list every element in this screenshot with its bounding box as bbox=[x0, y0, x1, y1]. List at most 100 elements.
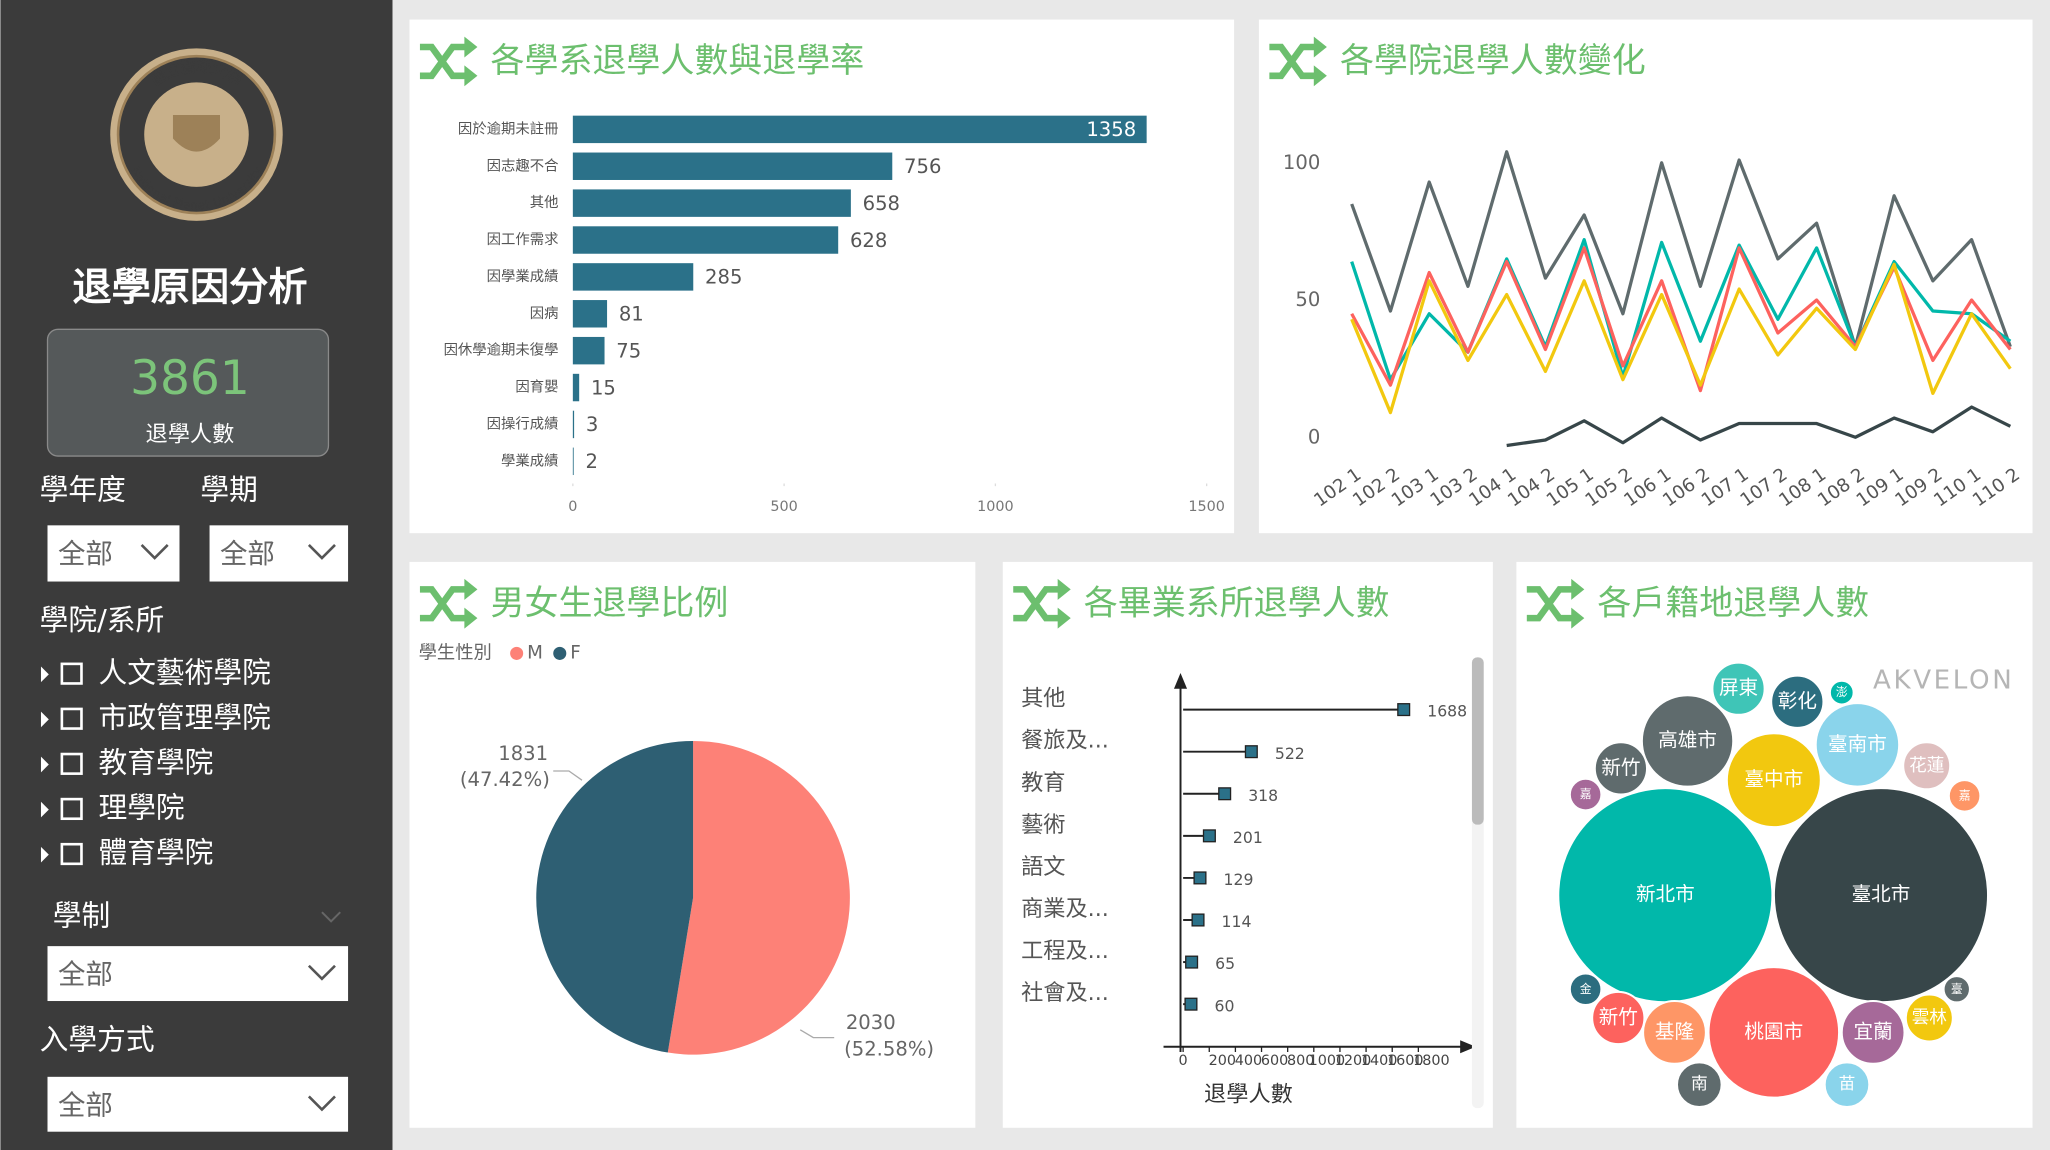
x-tick-label: 600 bbox=[1261, 1053, 1288, 1069]
axis-arrow bbox=[1460, 1040, 1476, 1054]
x-tick-label: 1200 bbox=[1335, 1053, 1372, 1069]
value-label-line: (52.58%) bbox=[844, 1037, 934, 1060]
value-label: 285 bbox=[705, 266, 742, 289]
collapse-chevron[interactable] bbox=[321, 911, 341, 923]
category-label: 教育 bbox=[1021, 770, 1065, 796]
x-tick-label: 0 bbox=[1179, 1053, 1188, 1069]
chevron bbox=[307, 964, 336, 981]
category-label: 語文 bbox=[1021, 854, 1065, 880]
legend-marker bbox=[510, 646, 524, 660]
bubble-label: 金 bbox=[1580, 982, 1592, 996]
dropdown-value: 全部 bbox=[58, 960, 113, 991]
bubble-label: 彰化 bbox=[1778, 689, 1817, 712]
shuffle-icon bbox=[1013, 586, 1059, 622]
category-label: 因志趣不合 bbox=[487, 157, 559, 174]
bubble bbox=[1593, 741, 1648, 796]
tree-label: 學院/系所 bbox=[40, 603, 165, 637]
bubble-label: 澎 bbox=[1836, 685, 1848, 699]
value-label: 522 bbox=[1275, 744, 1305, 763]
checkbox[interactable] bbox=[60, 662, 83, 685]
x-tick-label: 1000 bbox=[977, 499, 1014, 515]
bubble-label: 花蓮 bbox=[1909, 756, 1944, 776]
bubble-label: 桃園市 bbox=[1744, 1020, 1803, 1043]
tree-item[interactable]: 人文藝術學院 bbox=[40, 655, 271, 689]
checkbox[interactable] bbox=[60, 842, 83, 866]
chevron bbox=[307, 1095, 336, 1112]
bubble-label: 基隆 bbox=[1655, 1020, 1695, 1043]
leader-line bbox=[799, 1029, 835, 1039]
legend-label: F bbox=[570, 642, 581, 663]
bubble bbox=[1711, 661, 1766, 716]
value-label: 2030 (52.58%) bbox=[844, 1011, 934, 1060]
bubble-label: 南 bbox=[1691, 1073, 1708, 1093]
bubble-label: 雲林 bbox=[1912, 1008, 1948, 1028]
sidebar: 國立智域大學 National Planet University 退學原因分析… bbox=[0, 0, 393, 1150]
bar bbox=[572, 226, 839, 254]
chart-title: 各學院退學人數變化 bbox=[1340, 41, 1646, 81]
chart-title: 男女生退學比例 bbox=[491, 584, 729, 624]
kpi-card bbox=[46, 328, 330, 457]
bubble bbox=[1828, 679, 1855, 706]
value-label: 114 bbox=[1222, 912, 1252, 931]
checkbox[interactable] bbox=[60, 797, 83, 821]
expand-arrow[interactable] bbox=[40, 756, 49, 773]
dropdown-box[interactable] bbox=[47, 1076, 349, 1132]
dropdown[interactable]: 全部 bbox=[47, 1076, 349, 1132]
value-label: 81 bbox=[619, 303, 644, 326]
value-label: 1358 bbox=[1086, 118, 1136, 141]
dropdown[interactable]: 全部 bbox=[47, 946, 349, 1002]
value-label-line: 2030 bbox=[846, 1011, 896, 1034]
expand-arrow[interactable] bbox=[40, 711, 49, 728]
tree-item[interactable]: 理學院 bbox=[40, 791, 185, 825]
shuffle-icon bbox=[464, 36, 478, 87]
bubble-label: 臺中市 bbox=[1744, 768, 1803, 791]
line-series bbox=[1350, 262, 2012, 415]
dropdown[interactable]: 全部 bbox=[209, 525, 349, 582]
shuffle-icon bbox=[1526, 586, 1573, 622]
bubble bbox=[1823, 1061, 1871, 1108]
scrollbar-thumb[interactable] bbox=[1471, 657, 1484, 825]
category-label: 因育嬰 bbox=[515, 379, 558, 396]
expand-arrow[interactable] bbox=[40, 846, 49, 863]
dropdown-value: 全部 bbox=[58, 1090, 113, 1121]
filter-label: 學期 bbox=[200, 472, 257, 506]
card-bg bbox=[1002, 561, 1493, 1128]
checkbox[interactable] bbox=[60, 707, 83, 730]
value-label: 318 bbox=[1248, 786, 1278, 805]
x-tick-label: 1600 bbox=[1387, 1053, 1424, 1069]
bar bbox=[572, 300, 608, 328]
dropdown-box[interactable] bbox=[47, 946, 349, 1002]
value-label: 65 bbox=[1215, 954, 1235, 973]
dropdown-value: 全部 bbox=[58, 539, 113, 570]
value-label: 2 bbox=[585, 450, 597, 473]
x-tick-label: 1400 bbox=[1361, 1053, 1398, 1069]
bubble bbox=[1707, 966, 1841, 1099]
dropdown[interactable]: 全部 bbox=[47, 525, 180, 582]
dropdown-value: 全部 bbox=[220, 539, 275, 570]
x-axis-title: 退學人數 bbox=[1204, 1082, 1293, 1108]
tree-item[interactable]: 教育學院 bbox=[40, 745, 213, 779]
bar bbox=[572, 115, 1147, 144]
shuffle-icon bbox=[1571, 578, 1585, 629]
tree-item[interactable]: 市政管理學院 bbox=[40, 700, 271, 734]
category-label: 餐旅及... bbox=[1021, 728, 1109, 754]
expand-arrow[interactable] bbox=[40, 666, 49, 683]
tree-item-label: 人文藝術學院 bbox=[98, 655, 270, 689]
expand-arrow[interactable] bbox=[40, 801, 49, 818]
card-bg bbox=[409, 19, 1235, 534]
checkbox[interactable] bbox=[60, 752, 83, 775]
category-label: 因於逾期未註冊 bbox=[458, 120, 559, 137]
bar bbox=[572, 263, 694, 291]
x-tick-label: 800 bbox=[1287, 1053, 1314, 1069]
tree-item-label: 教育學院 bbox=[98, 745, 213, 779]
kpi-label: 退學人數 bbox=[146, 422, 235, 448]
marker bbox=[1185, 955, 1199, 969]
bubble bbox=[1902, 741, 1952, 791]
value-label: 129 bbox=[1224, 870, 1254, 889]
tree-item[interactable]: 體育學院 bbox=[40, 836, 213, 870]
line-series bbox=[1350, 150, 2012, 349]
bar bbox=[572, 447, 574, 476]
